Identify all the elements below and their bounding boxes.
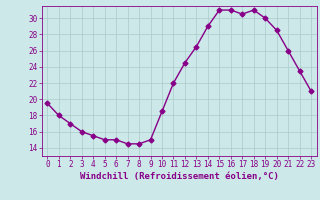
X-axis label: Windchill (Refroidissement éolien,°C): Windchill (Refroidissement éolien,°C) <box>80 172 279 181</box>
